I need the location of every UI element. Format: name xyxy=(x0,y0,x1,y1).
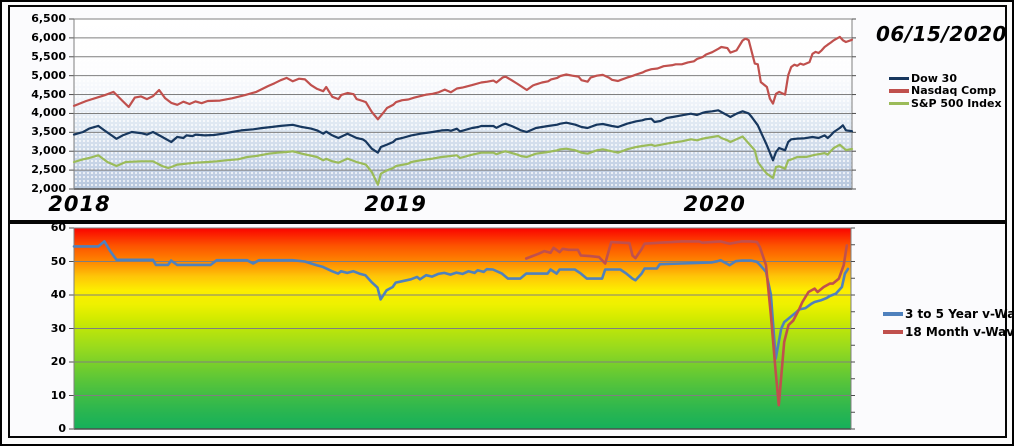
y-axis-tick-label: 3,000 xyxy=(31,144,66,158)
legend-label-dow-30: Dow 30 xyxy=(911,71,957,85)
legend-item-nasdaq-comp: Nasdaq Comp xyxy=(889,84,1002,98)
legend-item-3to5-year-vwave: 3 to 5 Year v-Wave xyxy=(883,307,1012,321)
y-axis-tick-label: 2,500 xyxy=(31,163,66,177)
nasdaq-comp-line-swatch xyxy=(889,89,909,93)
legend-item-18-month-vwave: 18 Month v-Wave xyxy=(883,325,1014,339)
legend-label-sp500: S&P 500 Index xyxy=(911,96,1002,110)
y-axis-tick-label: 20 xyxy=(50,355,66,368)
3to5-year-vwave-line-swatch xyxy=(883,312,903,316)
y-axis-tick-label: 6,500 xyxy=(31,12,66,25)
y-axis-tick-label: 40 xyxy=(50,288,66,301)
y-axis-tick-label: 5,000 xyxy=(31,68,66,82)
legend-item-sp500: S&P 500 Index xyxy=(889,97,1002,110)
y-axis-tick-label: 4,500 xyxy=(31,87,66,101)
y-axis-tick-label: 2,000 xyxy=(31,182,66,195)
y-axis-tick-label: 30 xyxy=(50,321,66,335)
legend-label-3to5-year-vwave: 3 to 5 Year v-Wave xyxy=(905,307,1012,321)
legend-label-nasdaq-comp: Nasdaq Comp xyxy=(911,84,997,98)
x-year-label-0: 2018 xyxy=(48,192,111,216)
y-axis-tick-label: 6,000 xyxy=(31,30,66,44)
y-axis-tick-label: 4,000 xyxy=(31,106,66,120)
18-month-vwave-line-swatch xyxy=(883,330,903,334)
y-axis-tick-label: 60 xyxy=(50,221,66,234)
y-axis-tick-label: 5,500 xyxy=(31,49,66,63)
y-axis-tick-label: 50 xyxy=(50,254,66,268)
x-year-label-2: 2020 xyxy=(683,192,746,216)
as-of-date-label: 06/15/2020 xyxy=(876,22,1007,46)
y-axis-tick-label: 3,500 xyxy=(31,125,66,139)
x-year-label-1: 2019 xyxy=(364,192,427,216)
sp500-line-swatch xyxy=(889,101,909,106)
legend-label-18-month-vwave: 18 Month v-Wave xyxy=(905,325,1014,339)
dow-30-line-swatch xyxy=(889,76,909,80)
index-chart-legend: Dow 30 Nasdaq Comp S&P 500 Index xyxy=(889,72,1002,110)
y-axis-tick-label: 10 xyxy=(50,388,66,402)
vwave-chart-legend: 3 to 5 Year v-Wave 18 Month v-Wave xyxy=(883,307,1014,344)
legend-item-dow-30: Dow 30 xyxy=(889,72,1002,85)
y-axis-tick-label: 0 xyxy=(58,422,66,435)
